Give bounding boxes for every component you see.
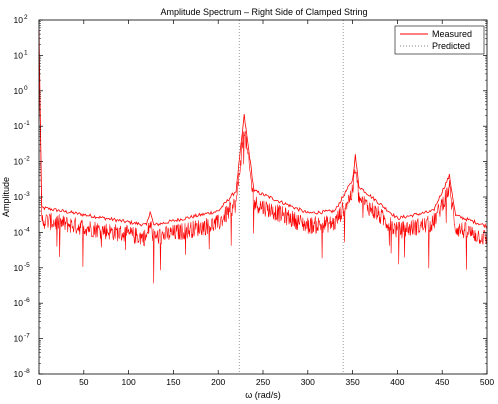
legend-predicted-label: Predicted [432, 41, 470, 51]
y-tick-label: 10 [14, 334, 24, 344]
x-axis-ticks: 0 50 100 150 200 250 300 350 400 450 500 [37, 20, 494, 387]
y-tick-label: 10 [14, 157, 24, 167]
y-tick-exponent: -5 [24, 262, 30, 269]
y-axis-label: Amplitude [1, 177, 11, 217]
x-tick-label: 250 [256, 377, 270, 387]
y-tick-label: 10 [14, 263, 24, 273]
y-tick-label: 10 [14, 227, 24, 237]
legend-box [394, 25, 485, 55]
y-tick-label: 10 [14, 192, 24, 202]
y-tick-exponent: 1 [24, 49, 28, 56]
legend: Measured Predicted [394, 25, 485, 55]
x-tick-label: 100 [122, 377, 136, 387]
y-tick-exponent: -2 [24, 156, 30, 163]
measured-traces [38, 30, 488, 284]
x-tick-label: 50 [79, 377, 89, 387]
chart-title: Amplitude Spectrum – Right Side of Clamp… [160, 7, 367, 17]
y-tick-exponent: -6 [24, 297, 30, 304]
x-tick-label: 0 [37, 377, 42, 387]
y-tick-exponent: 0 [24, 85, 28, 92]
y-tick-exponent: -4 [24, 226, 30, 233]
y-tick-label: 10 [14, 121, 24, 131]
y-tick-exponent: -7 [24, 333, 30, 340]
x-tick-label: 200 [211, 377, 225, 387]
x-tick-label: 150 [166, 377, 180, 387]
y-tick-label: 10 [14, 369, 24, 379]
x-tick-label: 500 [480, 377, 494, 387]
x-tick-label: 300 [301, 377, 315, 387]
plot-area [39, 20, 487, 374]
x-axis-label: ω (rad/s) [245, 390, 281, 400]
measured-trace-lower [38, 51, 488, 284]
y-tick-exponent: -1 [24, 120, 30, 127]
y-tick-label: 10 [14, 50, 24, 60]
y-tick-exponent: 2 [24, 14, 28, 21]
y-tick-label: 10 [14, 15, 24, 25]
y-tick-exponent: -3 [24, 191, 30, 198]
y-tick-label: 10 [14, 86, 24, 96]
x-tick-label: 400 [390, 377, 404, 387]
measured-trace-upper [38, 30, 488, 229]
x-tick-label: 450 [435, 377, 449, 387]
legend-measured-label: Measured [432, 29, 472, 39]
y-tick-label: 10 [14, 298, 24, 308]
x-tick-label: 350 [346, 377, 360, 387]
y-tick-exponent: -8 [24, 368, 30, 375]
